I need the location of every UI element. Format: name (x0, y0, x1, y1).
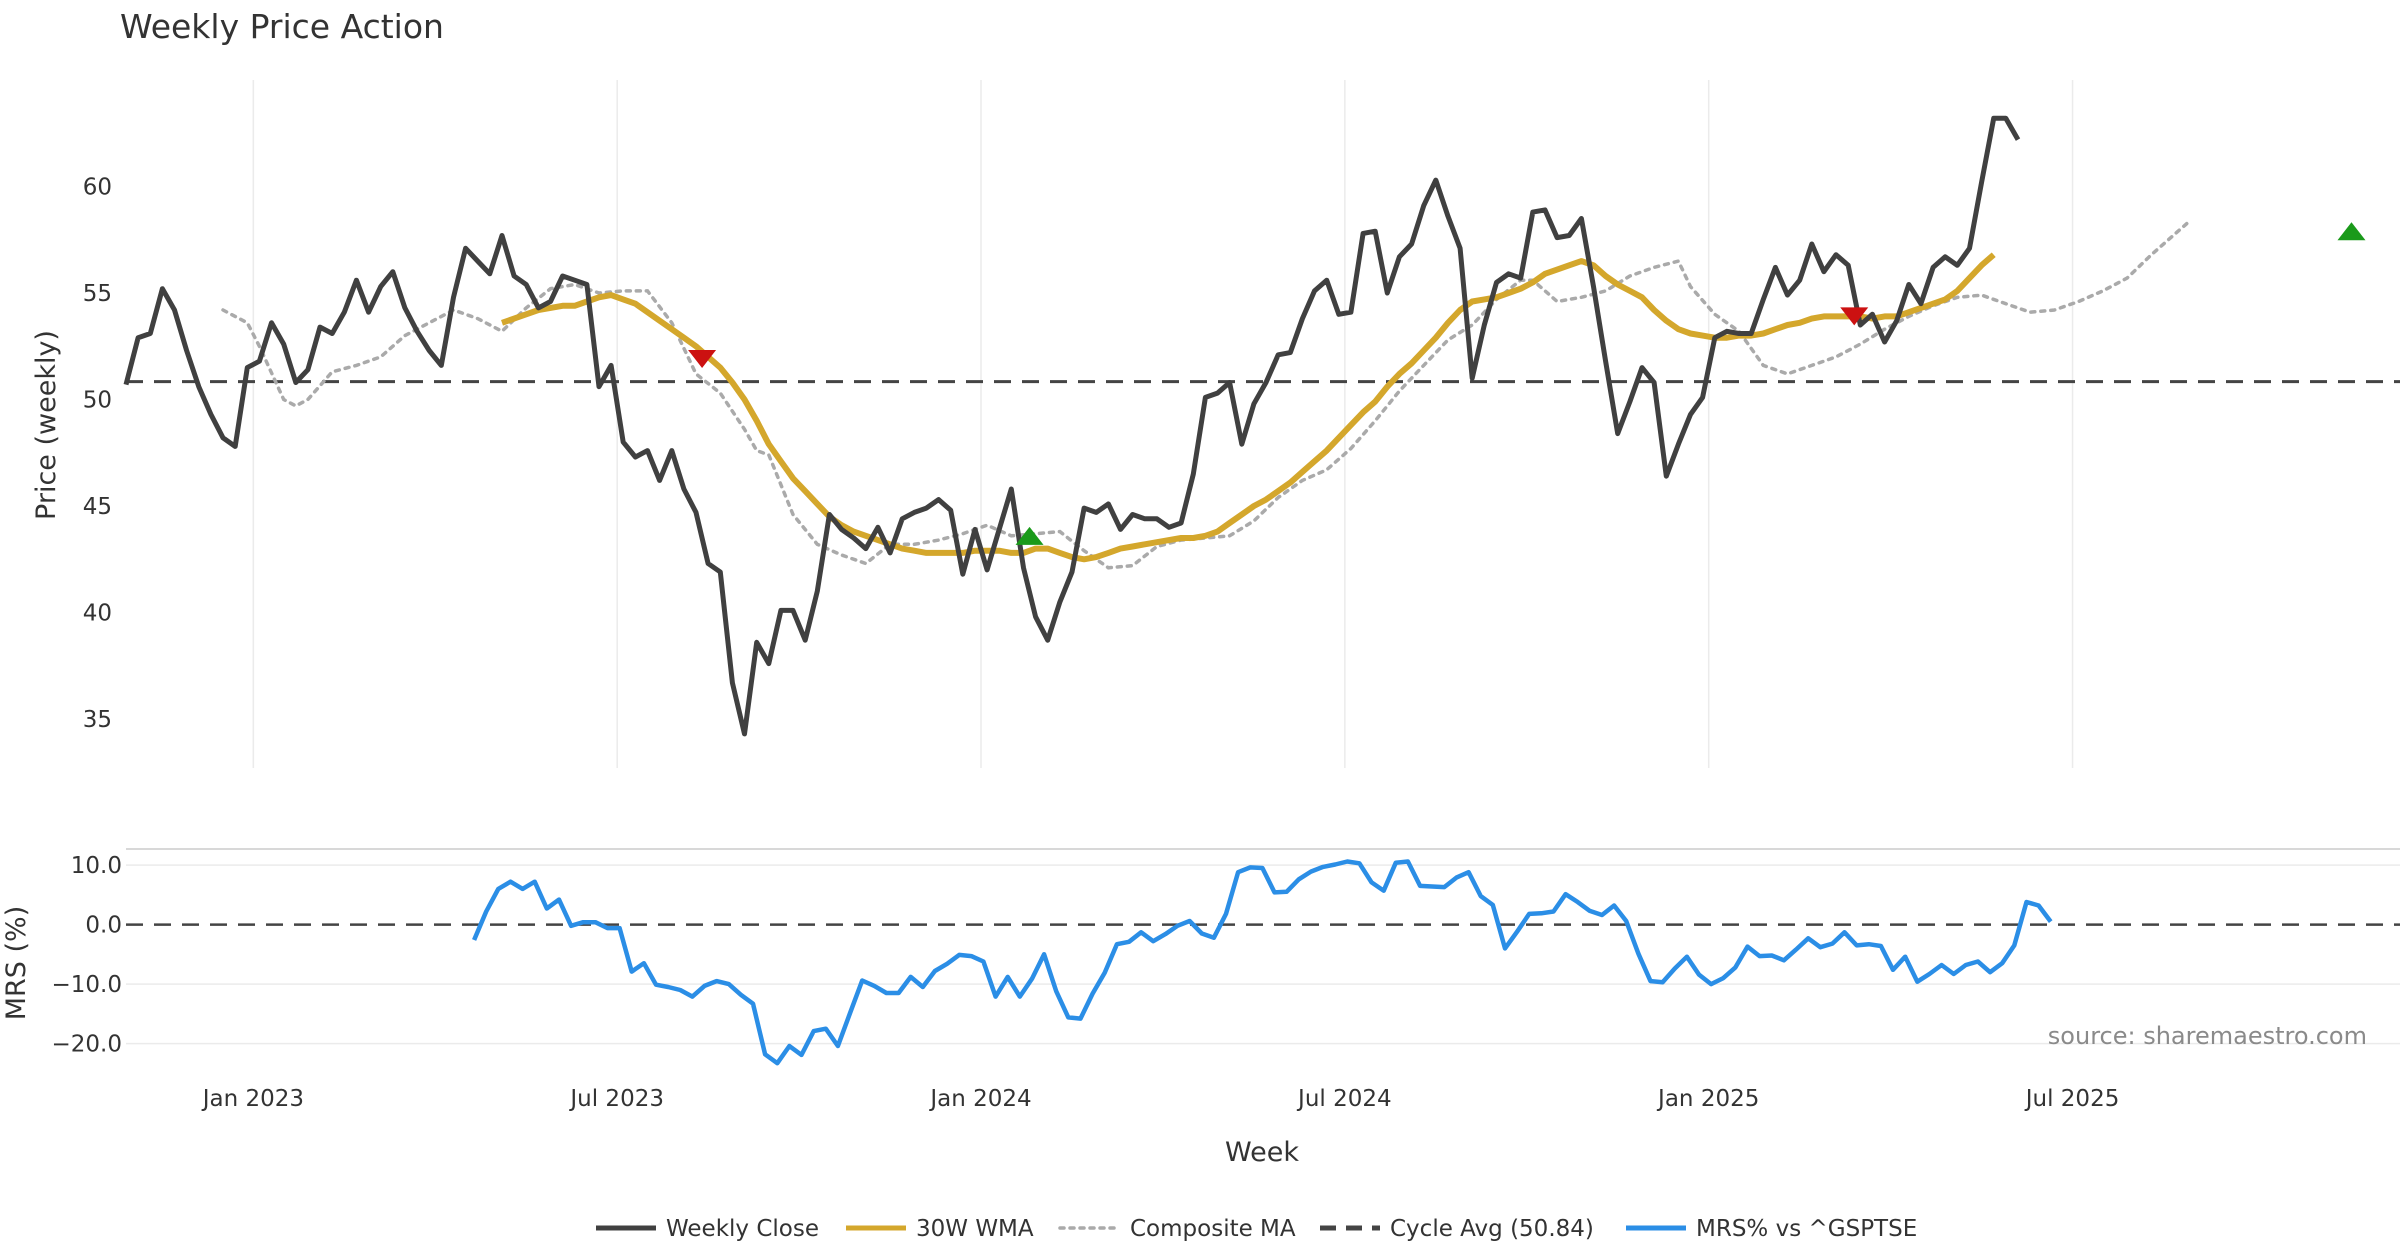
x-tick-label: Jul 2025 (2024, 1086, 2120, 1112)
mrs-y-tick-labels: 10.0 0.0 −10.0 −20.0 (52, 853, 122, 1058)
legend: Weekly Close 30W WMA Composite MA Cycle Avg… (596, 1216, 1917, 1242)
source-note: source: sharemaestro.com (2048, 1022, 2367, 1050)
price-y-tick-label: 60 (83, 175, 112, 201)
x-tick-label: Jul 2024 (1296, 1086, 1392, 1112)
x-axis-title: Week (1225, 1137, 1299, 1168)
price-y-axis-title: Price (weekly) (31, 330, 62, 520)
legend-label: MRS% vs ^GSPTSE (1696, 1216, 1917, 1242)
mrs-panel: 10.0 0.0 −10.0 −20.0 MRS (%) source: sharem… (1, 848, 2400, 1066)
mrs-line (472, 859, 2053, 1066)
signal-markers (688, 222, 2366, 545)
price-y-tick-labels: 35 40 45 50 55 60 (83, 175, 112, 734)
mrs-y-tick-label: −10.0 (52, 972, 122, 998)
mrs-gridlines (126, 864, 2400, 1045)
wma-30-line (501, 252, 1996, 563)
buy-signal-marker (1015, 526, 1044, 545)
price-y-tick-label: 40 (83, 601, 112, 627)
buy-signal-marker (2337, 222, 2366, 241)
legend-item: MRS% vs ^GSPTSE (1626, 1216, 1917, 1242)
x-tick-labels: Jan 2023 Jul 2023 Jan 2024 Jul 2024 Jan 2025… (201, 1086, 2120, 1112)
legend-item: 30W WMA (846, 1216, 1034, 1242)
mrs-y-tick-label: 0.0 (85, 913, 122, 939)
sell-signal-marker (688, 350, 717, 369)
legend-label: 30W WMA (916, 1216, 1034, 1242)
sell-signal-marker (1840, 307, 1869, 326)
mrs-y-tick-label: −20.0 (52, 1032, 122, 1058)
legend-label: Weekly Close (666, 1216, 819, 1242)
price-y-tick-label: 55 (83, 281, 112, 307)
legend-label: Cycle Avg (50.84) (1390, 1216, 1594, 1242)
legend-item: Cycle Avg (50.84) (1320, 1216, 1594, 1242)
x-tick-label: Jul 2023 (568, 1086, 664, 1112)
x-tick-label: Jan 2023 (201, 1086, 304, 1112)
price-panel: 35 40 45 50 55 60 Price (weekly) (31, 80, 2400, 768)
mrs-y-tick-label: 10.0 (71, 853, 122, 879)
mrs-y-axis-title: MRS (%) (1, 906, 32, 1021)
chart-title: Weekly Price Action (120, 7, 444, 46)
x-tick-label: Jan 2025 (1656, 1086, 1759, 1112)
legend-label: Composite MA (1130, 1216, 1296, 1242)
price-gridlines (252, 80, 2074, 768)
weekly-close-line (123, 115, 2021, 737)
price-y-tick-label: 35 (83, 707, 112, 733)
legend-item: Composite MA (1058, 1216, 1296, 1242)
legend-item: Weekly Close (596, 1216, 819, 1242)
price-y-tick-label: 50 (83, 388, 112, 414)
x-tick-label: Jan 2024 (928, 1086, 1031, 1112)
price-y-tick-label: 45 (83, 494, 112, 520)
